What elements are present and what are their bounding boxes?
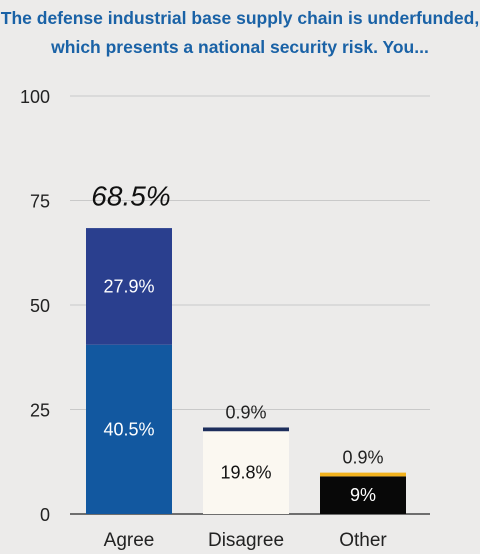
data-label: 27.9% [103, 276, 154, 296]
x-tick-label: Agree [104, 530, 155, 551]
x-tick-label: Disagree [208, 530, 284, 551]
data-label: 0.9% [342, 448, 383, 468]
data-label: 0.9% [225, 402, 266, 422]
x-axis-ticks: Agree Disagree Other [104, 530, 388, 551]
bar-segment-disagree [203, 427, 289, 432]
y-tick-label: 25 [30, 401, 50, 421]
data-label: 9% [350, 485, 376, 505]
bar-segment-disagree [203, 431, 289, 514]
bar-segment-other [320, 476, 406, 514]
x-tick-label: Other [339, 530, 387, 551]
total-label: 68.5% [91, 181, 170, 212]
y-axis-ticks: 0 25 50 75 100 [20, 87, 50, 525]
bars [86, 228, 406, 514]
chart-title: The defense industrial base supply chain… [0, 8, 480, 57]
data-label: 40.5% [103, 419, 154, 439]
y-tick-label: 75 [30, 192, 50, 212]
bar-segment-other [320, 472, 406, 477]
bar-segment-agree [86, 344, 172, 514]
y-tick-label: 50 [30, 296, 50, 316]
data-labels: 40.5% 27.9% 19.8% 0.9% 9% 0.9% 68.5% [91, 181, 383, 506]
data-label: 19.8% [220, 463, 271, 483]
y-tick-label: 100 [20, 87, 50, 107]
bar-segment-agree [86, 228, 172, 345]
y-tick-label: 0 [40, 505, 50, 525]
